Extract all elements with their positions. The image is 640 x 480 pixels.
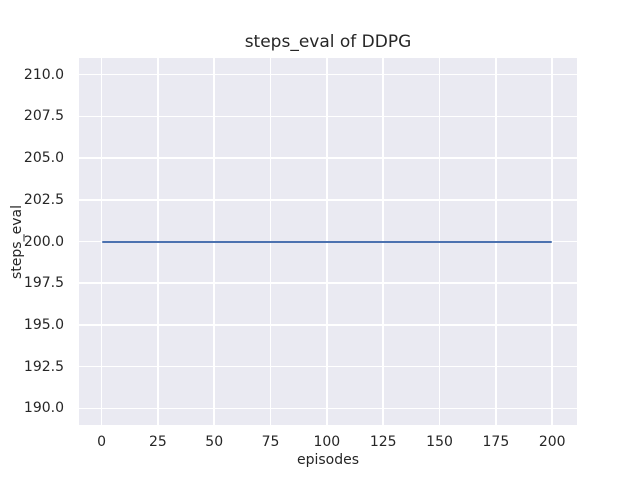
y-tick-label: 202.5 — [23, 191, 64, 208]
x-axis-label: episodes — [296, 452, 360, 468]
y-tick-label: 205.0 — [23, 150, 64, 167]
gridline-horizontal — [79, 324, 577, 326]
y-tick-label: 195.0 — [23, 316, 64, 333]
x-tick-label: 175 — [482, 434, 510, 450]
x-tick-label: 25 — [148, 434, 167, 450]
gridline-horizontal — [79, 407, 577, 410]
x-tick-label: 0 — [97, 434, 106, 450]
y-tick-label: 210.0 — [23, 66, 64, 83]
x-tick-label: 150 — [426, 434, 453, 450]
x-tick-label: 100 — [313, 434, 341, 450]
chart-title: steps_eval of DDPG — [244, 32, 412, 52]
gridline-horizontal — [79, 365, 577, 368]
y-tick-label: 207.5 — [23, 108, 64, 125]
gridline-horizontal — [79, 157, 577, 159]
y-tick-label: 200.0 — [23, 233, 64, 250]
gridline-horizontal — [79, 115, 577, 118]
plot-area — [79, 58, 577, 425]
y-tick-label: 192.5 — [23, 358, 64, 375]
x-tick-label: 125 — [369, 434, 397, 450]
gridline-horizontal — [79, 199, 577, 201]
x-tick-label: 200 — [538, 434, 566, 450]
gridline-horizontal — [79, 282, 577, 284]
x-tick-label: 75 — [261, 434, 280, 450]
gridline-horizontal — [79, 73, 577, 76]
y-tick-label: 190.0 — [23, 400, 64, 417]
y-tick-label: 197.5 — [23, 275, 64, 292]
x-tick-label: 50 — [205, 434, 224, 450]
series-line — [101, 240, 553, 243]
